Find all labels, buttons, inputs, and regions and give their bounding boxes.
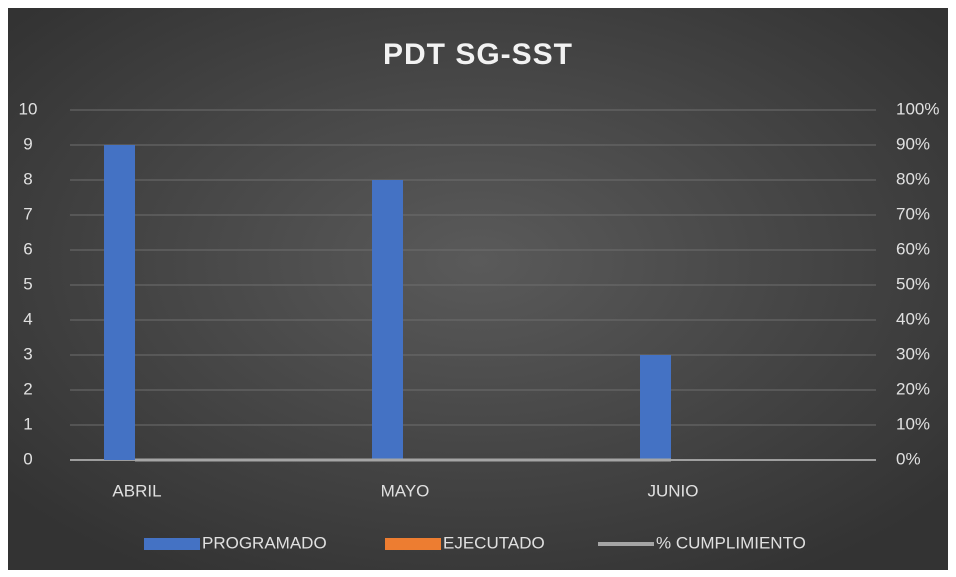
x-tick-label: JUNIO bbox=[648, 481, 699, 500]
y2-tick-label: 90% bbox=[896, 134, 930, 153]
y-tick-label: 2 bbox=[23, 379, 32, 398]
y2-tick-label: 40% bbox=[896, 309, 930, 328]
chart-background bbox=[8, 8, 948, 570]
y-tick-label: 1 bbox=[23, 414, 32, 433]
y-tick-label: 9 bbox=[23, 134, 32, 153]
bar bbox=[104, 145, 135, 460]
y-tick-label: 10 bbox=[19, 99, 38, 118]
y2-tick-label: 30% bbox=[896, 344, 930, 363]
y-tick-label: 3 bbox=[23, 344, 32, 363]
y2-tick-label: 20% bbox=[896, 379, 930, 398]
y-tick-label: 7 bbox=[23, 204, 32, 223]
legend-label: EJECUTADO bbox=[443, 533, 545, 552]
y-tick-label: 8 bbox=[23, 169, 32, 188]
y2-tick-label: 10% bbox=[896, 414, 930, 433]
y2-tick-label: 50% bbox=[896, 274, 930, 293]
y-tick-label: 6 bbox=[23, 239, 32, 258]
y-tick-label: 0 bbox=[23, 449, 32, 468]
y2-tick-label: 60% bbox=[896, 239, 930, 258]
x-tick-label: ABRIL bbox=[112, 481, 161, 500]
legend-swatch bbox=[385, 538, 441, 550]
legend-label: % CUMPLIMIENTO bbox=[656, 533, 806, 552]
y2-tick-label: 80% bbox=[896, 169, 930, 188]
bar bbox=[372, 180, 403, 460]
legend-swatch bbox=[144, 538, 200, 550]
legend-label: PROGRAMADO bbox=[202, 533, 327, 552]
y-tick-label: 4 bbox=[23, 309, 32, 328]
y2-tick-label: 100% bbox=[896, 99, 939, 118]
chart-title: PDT SG-SST bbox=[383, 38, 573, 71]
y2-tick-label: 70% bbox=[896, 204, 930, 223]
y2-tick-label: 0% bbox=[896, 449, 921, 468]
y-tick-label: 5 bbox=[23, 274, 32, 293]
x-tick-label: MAYO bbox=[381, 481, 430, 500]
bar bbox=[640, 355, 671, 460]
